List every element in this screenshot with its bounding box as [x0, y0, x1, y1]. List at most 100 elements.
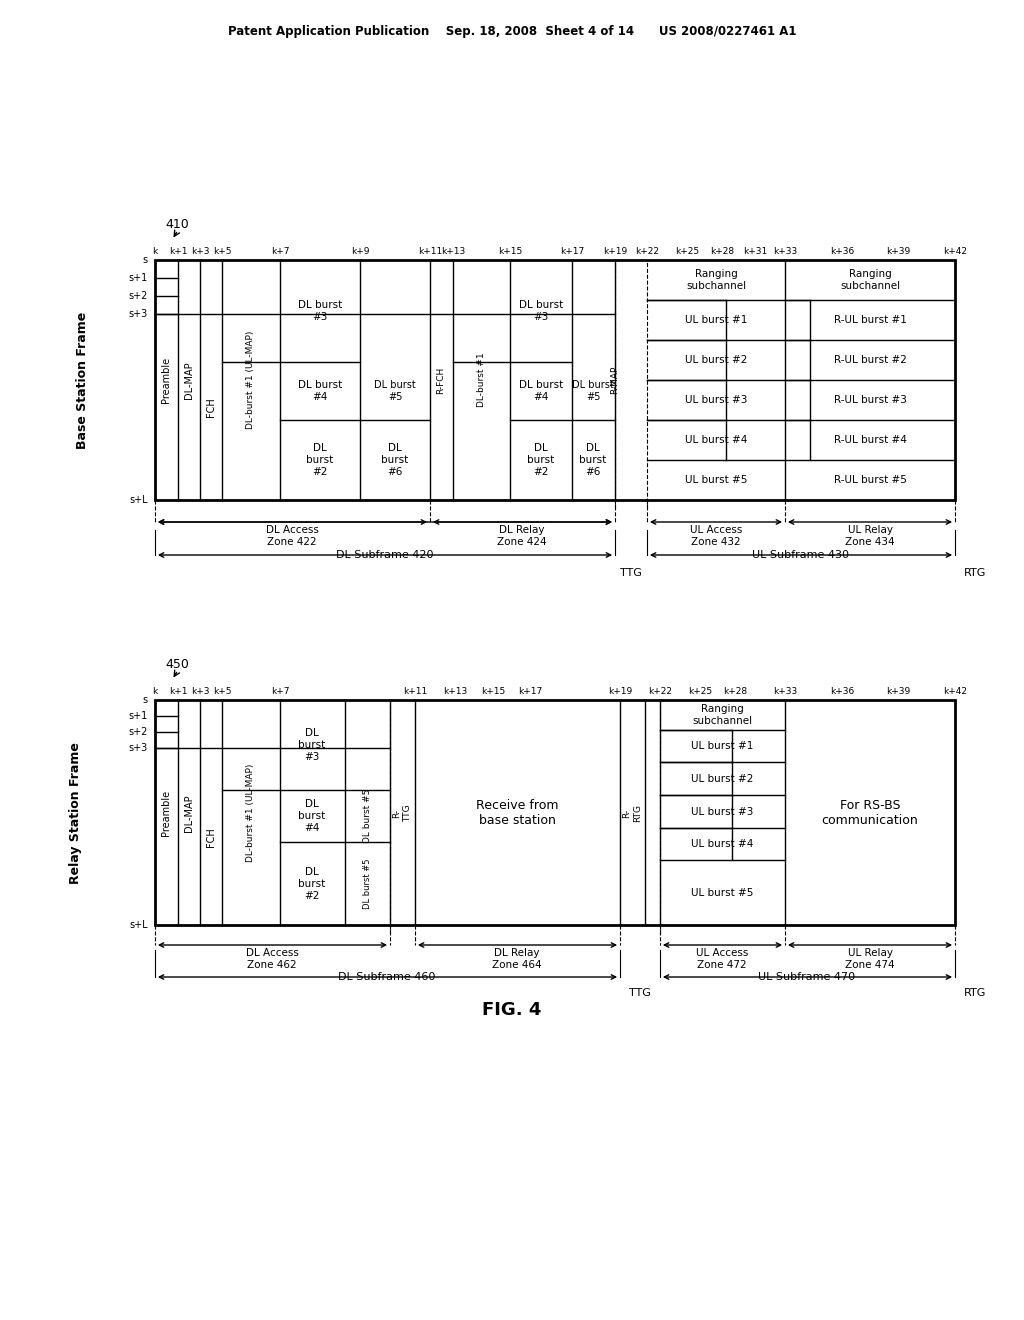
- Text: Relay Station Frame: Relay Station Frame: [69, 742, 82, 884]
- Text: k+9: k+9: [351, 247, 370, 256]
- Text: s+3: s+3: [129, 743, 148, 752]
- Text: Ranging
subchannel: Ranging subchannel: [692, 704, 752, 726]
- Text: k+7: k+7: [270, 247, 289, 256]
- Text: s+1: s+1: [129, 273, 148, 282]
- Text: k+17: k+17: [560, 247, 584, 256]
- Text: DL burst
#4: DL burst #4: [519, 380, 563, 401]
- Text: k+28: k+28: [710, 247, 734, 256]
- Text: DL-burst #1: DL-burst #1: [476, 352, 485, 408]
- Text: DL Access
Zone 462: DL Access Zone 462: [246, 948, 298, 970]
- Text: s+2: s+2: [129, 727, 148, 737]
- Text: UL Access
Zone 472: UL Access Zone 472: [696, 948, 749, 970]
- Text: R-FCH: R-FCH: [436, 367, 445, 393]
- Text: k+39: k+39: [886, 686, 910, 696]
- Text: s: s: [143, 255, 148, 265]
- Text: s+L: s+L: [129, 495, 148, 506]
- Text: UL Subframe 470: UL Subframe 470: [759, 972, 856, 982]
- Text: k+36: k+36: [829, 686, 854, 696]
- Text: k+42: k+42: [943, 247, 967, 256]
- Text: s+L: s+L: [129, 920, 148, 931]
- Text: Ranging
subchannel: Ranging subchannel: [840, 269, 900, 290]
- Text: UL burst #1: UL burst #1: [691, 741, 754, 751]
- Text: k+11: k+11: [402, 686, 427, 696]
- Text: Receive from
base station: Receive from base station: [476, 799, 558, 828]
- Bar: [155, 700, 955, 925]
- Text: FCH: FCH: [206, 828, 216, 847]
- Text: Patent Application Publication    Sep. 18, 2008  Sheet 4 of 14      US 2008/0227: Patent Application Publication Sep. 18, …: [227, 25, 797, 38]
- Text: DL
burst
#6: DL burst #6: [580, 444, 606, 477]
- Text: DL
burst
#3: DL burst #3: [298, 729, 326, 762]
- Text: R-
TTG: R- TTG: [392, 804, 412, 822]
- Text: k+39: k+39: [886, 247, 910, 256]
- Text: RTG: RTG: [964, 987, 986, 998]
- Text: k+19: k+19: [603, 247, 627, 256]
- Text: k+13: k+13: [442, 686, 467, 696]
- Text: R-UL burst #4: R-UL burst #4: [834, 436, 906, 445]
- Text: k+7: k+7: [270, 686, 289, 696]
- Text: DL Subframe 420: DL Subframe 420: [336, 550, 434, 560]
- Text: Base Station Frame: Base Station Frame: [76, 312, 88, 449]
- Text: k+11: k+11: [418, 247, 442, 256]
- Text: DL-MAP: DL-MAP: [184, 362, 194, 399]
- Text: R-UL burst #2: R-UL burst #2: [834, 355, 906, 366]
- Text: UL burst #1: UL burst #1: [685, 315, 748, 325]
- Text: DL
burst
#6: DL burst #6: [381, 444, 409, 477]
- Text: TTG: TTG: [629, 987, 651, 998]
- Text: UL burst #4: UL burst #4: [685, 436, 748, 445]
- Text: Preamble: Preamble: [161, 356, 171, 403]
- Text: UL Subframe 430: UL Subframe 430: [753, 550, 850, 560]
- Text: k+1: k+1: [169, 247, 187, 256]
- Text: UL burst #4: UL burst #4: [691, 840, 754, 849]
- Text: DL
burst
#4: DL burst #4: [298, 800, 326, 833]
- Text: k+22: k+22: [635, 247, 659, 256]
- Text: DL
burst
#2: DL burst #2: [306, 444, 334, 477]
- Text: k+5: k+5: [213, 247, 231, 256]
- Text: k+31: k+31: [742, 247, 767, 256]
- Text: DL burst #5: DL burst #5: [362, 859, 372, 909]
- Text: DL burst
#4: DL burst #4: [298, 380, 342, 401]
- Text: k+22: k+22: [648, 686, 672, 696]
- Text: k+33: k+33: [773, 686, 797, 696]
- Text: s+2: s+2: [129, 290, 148, 301]
- Text: UL Relay
Zone 434: UL Relay Zone 434: [845, 525, 895, 546]
- Text: FCH: FCH: [206, 397, 216, 417]
- Text: R-UL burst #5: R-UL burst #5: [834, 475, 906, 484]
- Text: DL
burst
#2: DL burst #2: [298, 867, 326, 900]
- Text: DL burst
#3: DL burst #3: [298, 300, 342, 322]
- Text: DL Subframe 460: DL Subframe 460: [338, 972, 435, 982]
- Text: k+3: k+3: [190, 686, 209, 696]
- Text: s+3: s+3: [129, 309, 148, 319]
- Text: k+19: k+19: [608, 686, 632, 696]
- Text: DL-MAP: DL-MAP: [184, 795, 194, 832]
- Text: UL burst #3: UL burst #3: [685, 395, 748, 405]
- Text: DL Access
Zone 422: DL Access Zone 422: [265, 525, 318, 546]
- Text: DL
burst
#2: DL burst #2: [527, 444, 555, 477]
- Text: k+25: k+25: [688, 686, 712, 696]
- Text: k+17: k+17: [518, 686, 542, 696]
- Text: DL-burst #1 (UL-MAP): DL-burst #1 (UL-MAP): [247, 764, 256, 862]
- Text: Preamble: Preamble: [161, 789, 171, 836]
- Text: TTG: TTG: [621, 568, 642, 578]
- Text: UL burst #5: UL burst #5: [685, 475, 748, 484]
- Text: k+3: k+3: [190, 247, 209, 256]
- Text: k: k: [153, 247, 158, 256]
- Text: DL burst
#3: DL burst #3: [519, 300, 563, 322]
- Text: R-MAP: R-MAP: [610, 366, 620, 395]
- Text: k+5: k+5: [213, 686, 231, 696]
- Text: UL Access
Zone 432: UL Access Zone 432: [690, 525, 742, 546]
- Text: DL burst
#5: DL burst #5: [374, 380, 416, 401]
- Text: RTG: RTG: [964, 568, 986, 578]
- Bar: [155, 260, 955, 500]
- Text: 410: 410: [165, 219, 188, 231]
- Text: R-UL burst #1: R-UL burst #1: [834, 315, 906, 325]
- Text: UL burst #5: UL burst #5: [691, 888, 754, 898]
- Text: k+1: k+1: [169, 686, 187, 696]
- Text: For RS-BS
communication: For RS-BS communication: [821, 799, 919, 828]
- Text: DL burst #5: DL burst #5: [362, 789, 372, 843]
- Text: k+15: k+15: [498, 247, 522, 256]
- Text: R-UL burst #3: R-UL burst #3: [834, 395, 906, 405]
- Text: DL Relay
Zone 464: DL Relay Zone 464: [493, 948, 542, 970]
- Text: DL Relay
Zone 424: DL Relay Zone 424: [498, 525, 547, 546]
- Text: UL Relay
Zone 474: UL Relay Zone 474: [845, 948, 895, 970]
- Text: UL burst #2: UL burst #2: [685, 355, 748, 366]
